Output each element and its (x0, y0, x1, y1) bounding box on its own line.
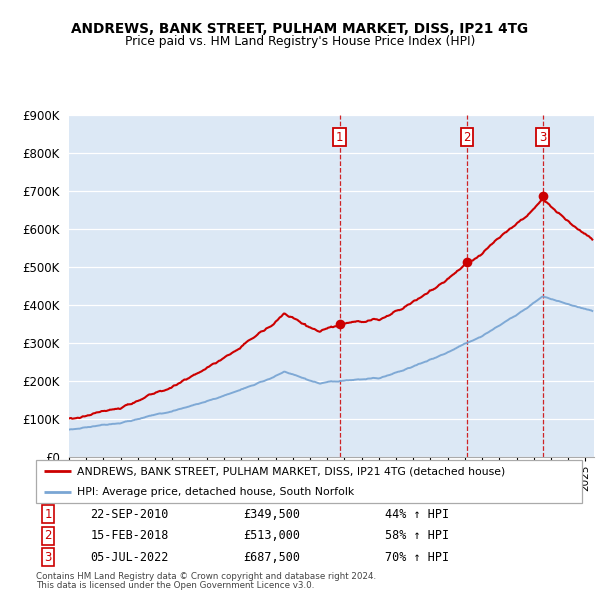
Text: £687,500: £687,500 (244, 551, 301, 564)
Text: 3: 3 (539, 131, 546, 144)
Text: 3: 3 (44, 551, 52, 564)
Text: £349,500: £349,500 (244, 507, 301, 520)
FancyBboxPatch shape (36, 460, 582, 503)
Text: ANDREWS, BANK STREET, PULHAM MARKET, DISS, IP21 4TG (detached house): ANDREWS, BANK STREET, PULHAM MARKET, DIS… (77, 466, 505, 476)
Text: 1: 1 (44, 507, 52, 520)
Text: 05-JUL-2022: 05-JUL-2022 (91, 551, 169, 564)
Text: 1: 1 (336, 131, 343, 144)
Text: Price paid vs. HM Land Registry's House Price Index (HPI): Price paid vs. HM Land Registry's House … (125, 35, 475, 48)
Text: 70% ↑ HPI: 70% ↑ HPI (385, 551, 449, 564)
Text: £513,000: £513,000 (244, 529, 301, 542)
Text: Contains HM Land Registry data © Crown copyright and database right 2024.: Contains HM Land Registry data © Crown c… (36, 572, 376, 581)
Text: 58% ↑ HPI: 58% ↑ HPI (385, 529, 449, 542)
Text: This data is licensed under the Open Government Licence v3.0.: This data is licensed under the Open Gov… (36, 581, 314, 590)
Text: 44% ↑ HPI: 44% ↑ HPI (385, 507, 449, 520)
Text: 2: 2 (44, 529, 52, 542)
Text: 2: 2 (463, 131, 471, 144)
Text: 15-FEB-2018: 15-FEB-2018 (91, 529, 169, 542)
Text: ANDREWS, BANK STREET, PULHAM MARKET, DISS, IP21 4TG: ANDREWS, BANK STREET, PULHAM MARKET, DIS… (71, 22, 529, 37)
Text: 22-SEP-2010: 22-SEP-2010 (91, 507, 169, 520)
Text: HPI: Average price, detached house, South Norfolk: HPI: Average price, detached house, Sout… (77, 487, 354, 497)
